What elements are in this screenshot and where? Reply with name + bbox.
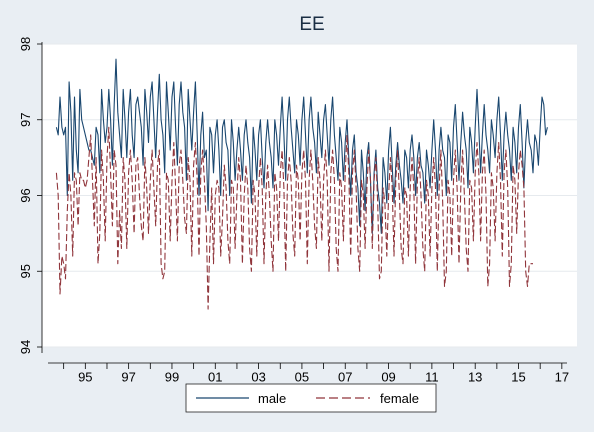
legend-label-male: male (258, 391, 286, 406)
x-tick-label: 09 (381, 370, 395, 385)
y-tick-label: 97 (18, 113, 33, 127)
y-axis: 94 95 96 97 98 (18, 37, 43, 354)
x-tick-label: 05 (295, 370, 309, 385)
chart-title: EE (299, 14, 324, 35)
x-tick-label: 97 (121, 370, 135, 385)
series-layer (55, 58, 548, 310)
series-line-male (55, 58, 548, 234)
x-tick-label: 13 (468, 370, 482, 385)
y-tick-label: 98 (18, 37, 33, 51)
x-tick-label: 03 (251, 370, 265, 385)
x-tick-label: 07 (338, 370, 352, 385)
x-tick-label: 15 (511, 370, 525, 385)
legend: male female (185, 383, 437, 413)
x-axis: 95 97 99 01 03 05 07 09 11 13 15 17 (48, 362, 569, 385)
x-tick-label: 11 (425, 370, 439, 385)
series-line-female (55, 126, 533, 310)
x-tick-label: 95 (78, 370, 92, 385)
y-tick-label: 96 (18, 188, 33, 202)
x-tick-label: 99 (165, 370, 179, 385)
legend-label-female: female (380, 391, 419, 406)
y-tick-label: 94 (18, 340, 33, 354)
y-tick-label: 95 (18, 264, 33, 278)
x-tick-label: 01 (208, 370, 222, 385)
x-tick-label: 17 (555, 370, 569, 385)
